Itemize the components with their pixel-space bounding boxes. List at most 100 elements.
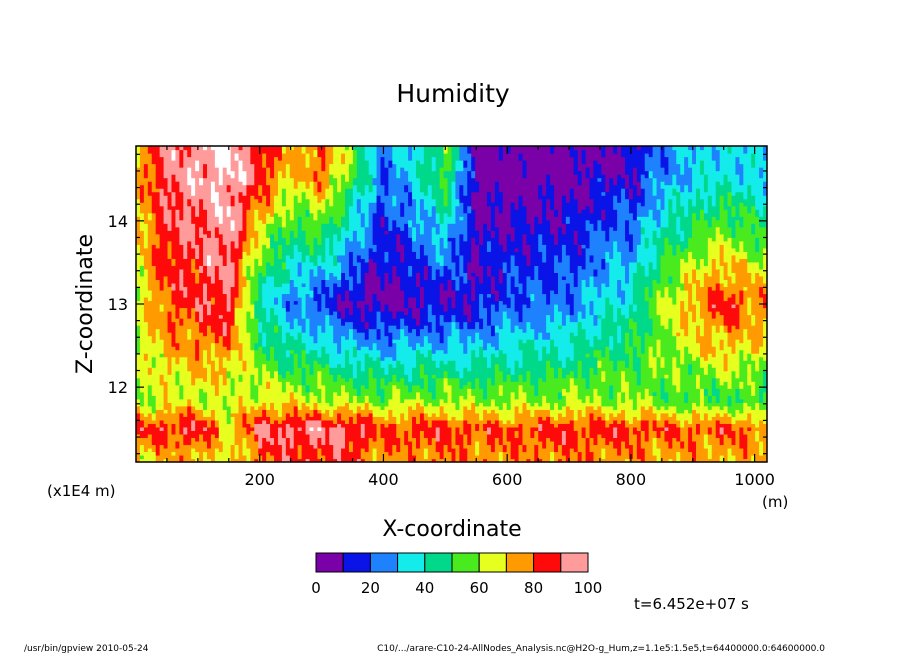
heatmap-cell [337, 311, 342, 316]
heatmap-cell [352, 440, 358, 446]
heatmap-cell [238, 321, 244, 326]
heatmap-cell [191, 374, 196, 379]
heatmap-cell [159, 209, 165, 214]
heatmap-cell [348, 275, 354, 281]
heatmap-cell [210, 146, 216, 151]
heatmap-cell [254, 265, 259, 270]
heatmap-cell [238, 430, 244, 435]
heatmap-cell [297, 458, 303, 462]
heatmap-cell [183, 202, 188, 207]
heatmap-cell [136, 447, 141, 453]
heatmap-cell [242, 430, 248, 435]
heatmap-cell [210, 353, 216, 358]
heatmap-cell [222, 332, 228, 337]
heatmap-cell [171, 219, 177, 224]
heatmap-cell [266, 339, 271, 344]
heatmap-cell [187, 377, 192, 382]
heatmap-cell [258, 458, 263, 462]
heatmap-cell [143, 367, 149, 372]
heatmap-cell [329, 167, 334, 172]
heatmap-cell [179, 423, 184, 428]
heatmap-cell [317, 423, 322, 428]
heatmap-cell [289, 184, 295, 189]
heatmap-cell [293, 409, 299, 414]
heatmap-cell [266, 233, 271, 238]
heatmap-cell [321, 349, 326, 354]
heatmap-cell [151, 237, 157, 242]
heatmap-cell [309, 339, 315, 344]
heatmap-cell [246, 174, 251, 179]
heatmap-cell [143, 426, 149, 431]
heatmap-cell [210, 191, 216, 196]
heatmap-cell [270, 367, 275, 372]
heatmap-cell [222, 325, 228, 330]
heatmap-cell [266, 311, 271, 316]
heatmap-cell [309, 307, 315, 312]
heatmap-cell [301, 149, 307, 154]
heatmap-cell [155, 174, 161, 179]
heatmap-cell [345, 377, 350, 382]
heatmap-cell [277, 304, 283, 309]
heatmap-cell [281, 311, 287, 316]
heatmap-cell [293, 188, 299, 193]
heatmap-cell [234, 384, 240, 389]
heatmap-cell [242, 188, 248, 193]
heatmap-cell [238, 191, 244, 196]
heatmap-cell [258, 409, 263, 414]
heatmap-cell [203, 149, 208, 154]
heatmap-cell [266, 268, 271, 273]
heatmap-cell [234, 370, 240, 375]
heatmap-cell [262, 363, 267, 368]
heatmap-cell [281, 219, 287, 224]
heatmap-cell [270, 332, 275, 337]
heatmap-cell [309, 146, 315, 151]
heatmap-cell [285, 223, 291, 228]
heatmap-cell [238, 426, 244, 431]
heatmap-cell [222, 170, 228, 175]
heatmap-cell [151, 402, 157, 407]
heatmap-cell [348, 156, 354, 161]
heatmap-cell [250, 339, 255, 344]
heatmap-cell [281, 233, 287, 238]
heatmap-cell [281, 307, 287, 312]
heatmap-cell [234, 177, 240, 182]
heatmap-cell [167, 430, 173, 435]
heatmap-cell [285, 198, 291, 203]
heatmap-cell [199, 237, 204, 242]
heatmap-cell [226, 402, 232, 407]
heatmap-cell [329, 146, 334, 151]
heatmap-cell [293, 349, 299, 354]
heatmap-cell [222, 353, 228, 358]
heatmap-cell [203, 202, 208, 207]
heatmap-cell [348, 367, 354, 372]
heatmap-cell [151, 423, 157, 428]
heatmap-cell [191, 300, 196, 305]
heatmap-cell [167, 346, 173, 351]
heatmap-cell [341, 188, 346, 193]
heatmap-cell [348, 177, 354, 182]
heatmap-cell [321, 451, 326, 456]
heatmap-cell [226, 296, 232, 302]
heatmap-cell [167, 388, 173, 393]
heatmap-cell [234, 391, 240, 396]
heatmap-cell [155, 181, 161, 186]
heatmap-cell [159, 444, 165, 449]
heatmap-cell [341, 458, 346, 462]
heatmap-cell [345, 244, 350, 249]
heatmap-cell [289, 219, 295, 224]
heatmap-cell [250, 332, 255, 337]
heatmap-cell [147, 409, 153, 414]
heatmap-cell [345, 146, 350, 151]
heatmap-cell [250, 353, 255, 358]
heatmap-cell [159, 353, 165, 358]
heatmap-cell [203, 409, 208, 414]
heatmap-cell [199, 370, 204, 375]
heatmap-cell [333, 409, 338, 414]
heatmap-cell [242, 202, 248, 207]
heatmap-cell [214, 247, 220, 252]
heatmap-cell [345, 261, 350, 266]
heatmap-cell [258, 258, 263, 263]
heatmap-cell [297, 328, 303, 333]
heatmap-cell [167, 454, 173, 460]
heatmap-cell [262, 311, 267, 316]
